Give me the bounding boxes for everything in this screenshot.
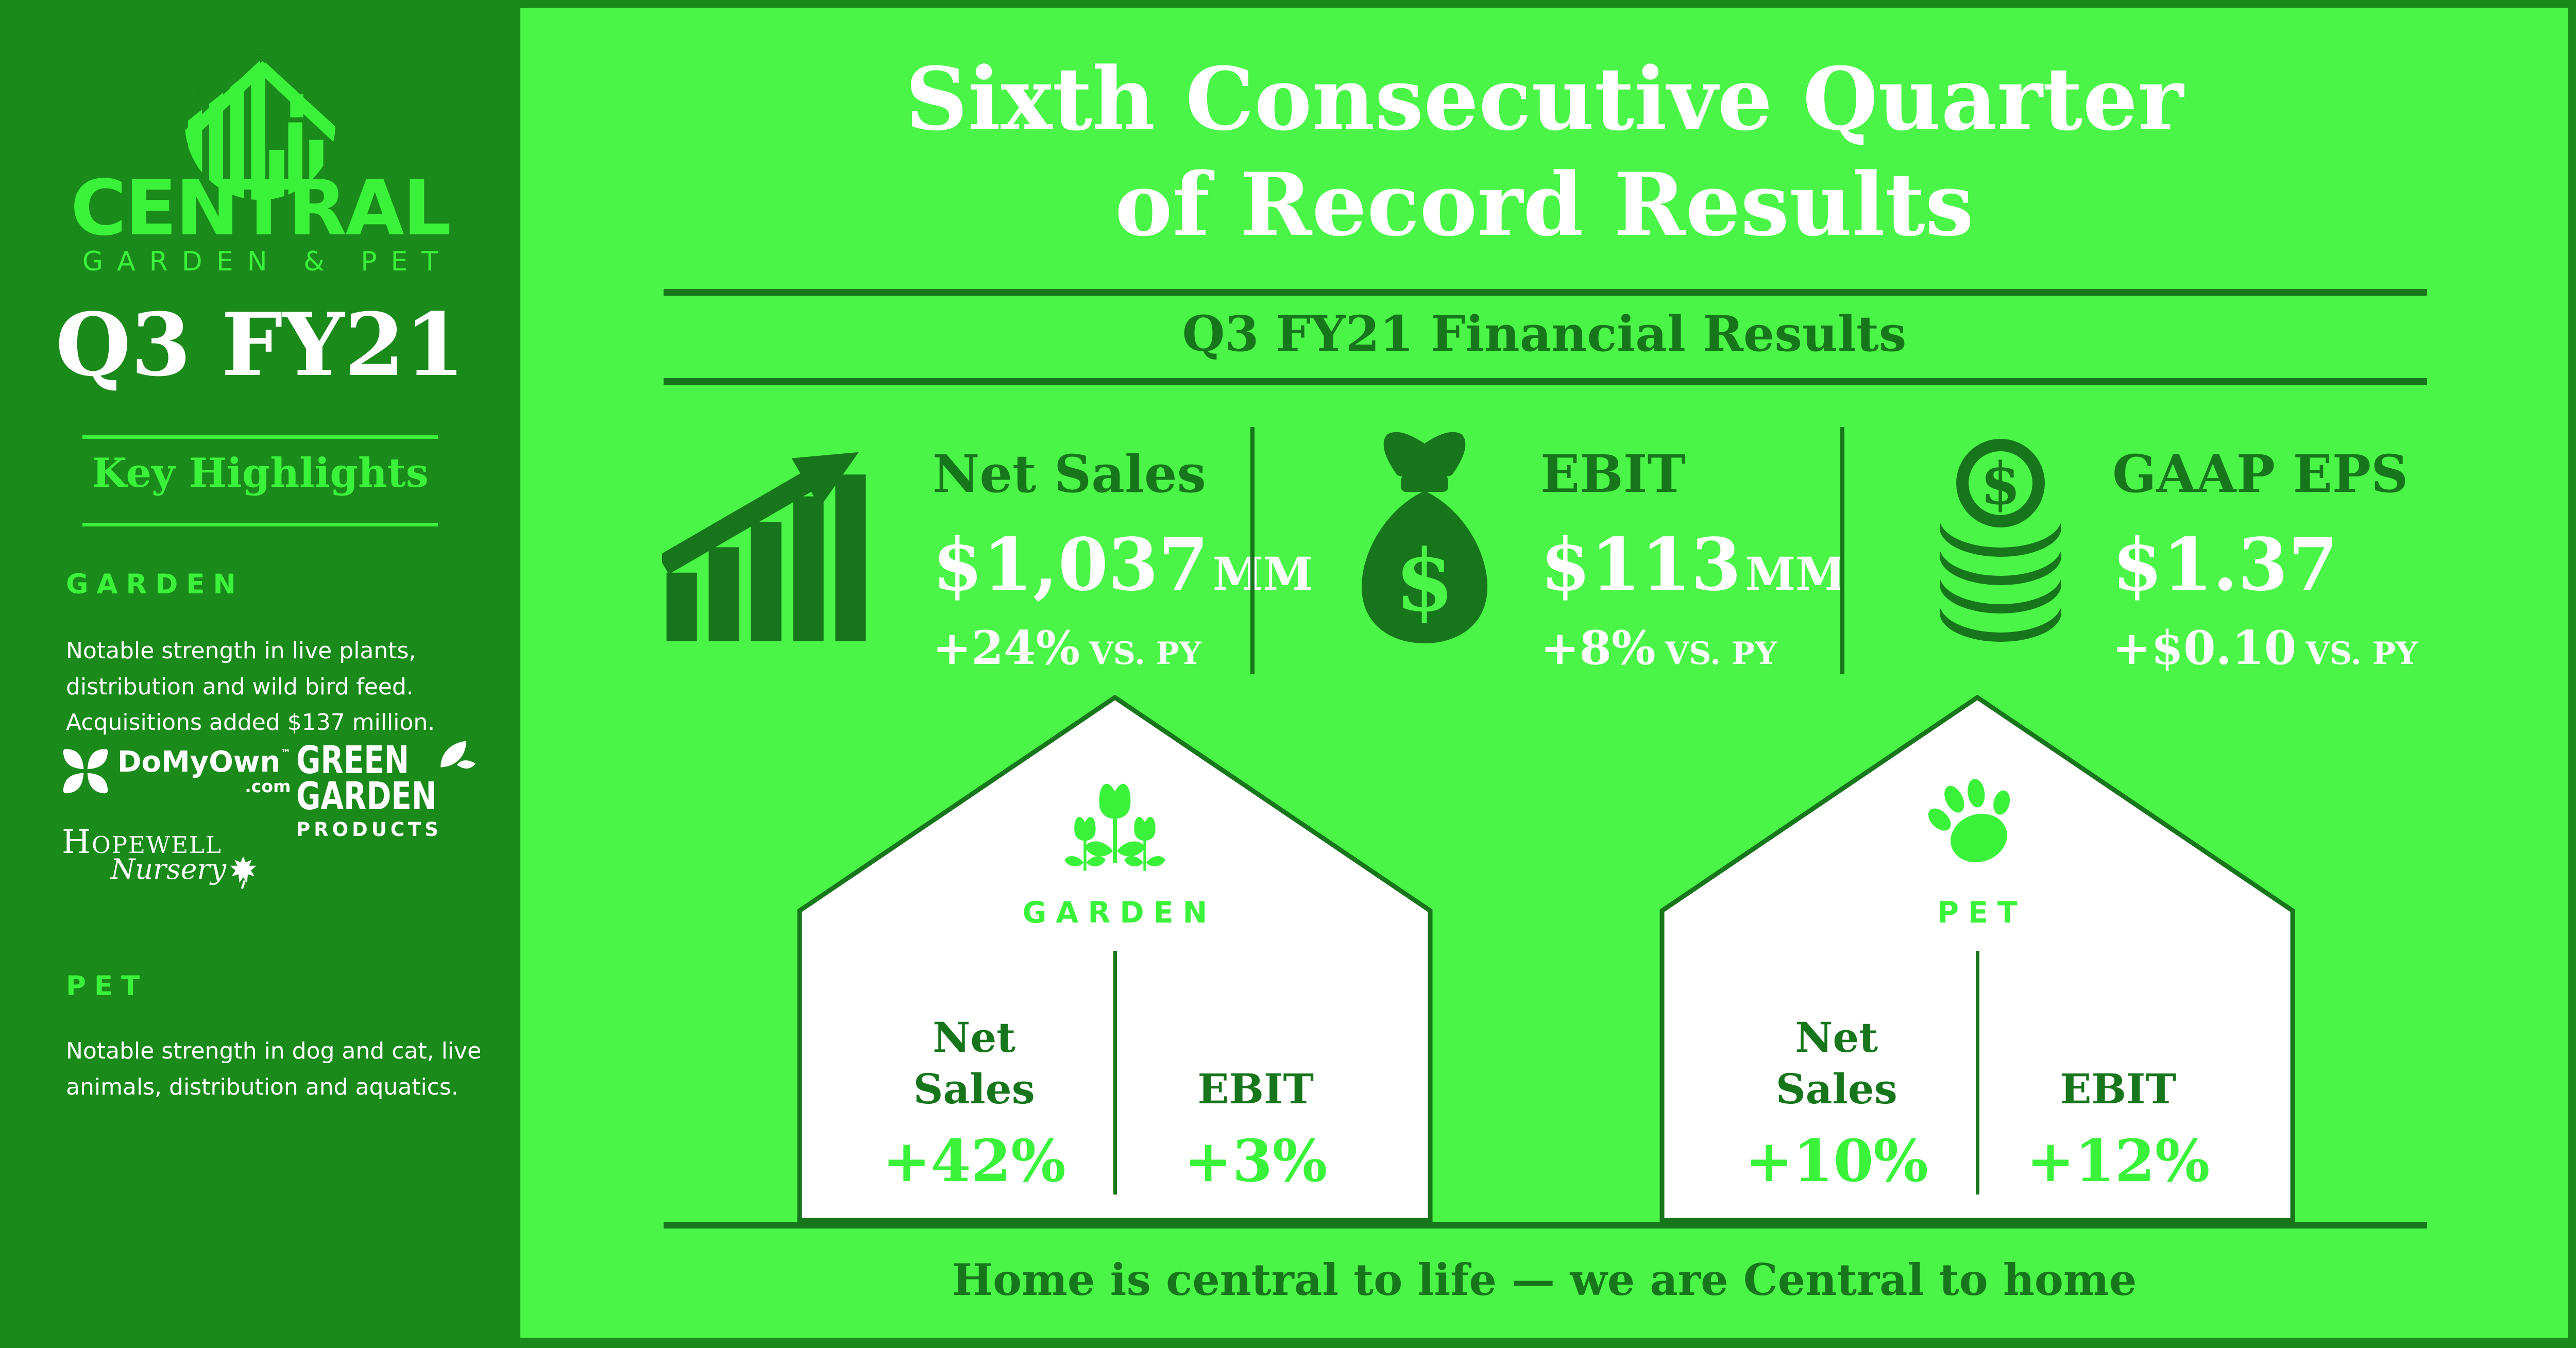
- sidebar-pet-body: Notable strength in dog and cat, live an…: [66, 1038, 482, 1100]
- stat-label: EBIT: [1540, 443, 1686, 504]
- divider-line: [82, 523, 438, 526]
- domyown-wordmark: DoMyOwn™ .com: [117, 745, 291, 796]
- garden-segment-house: GARDEN Net Sales +42% EBIT +3%: [797, 695, 1433, 1223]
- green-garden-line1: GREEN: [296, 738, 409, 782]
- brand-name: CENTRAL: [70, 164, 451, 252]
- sidebar: CENTRAL GARDEN & PET Q3 FY21 Key Highlig…: [0, 0, 520, 1348]
- garden-ebit-metric: EBIT +3%: [1117, 951, 1395, 1195]
- section-title: Key Highlights: [92, 450, 429, 497]
- sidebar-garden-heading: GARDEN: [66, 569, 244, 600]
- stat-delta: +8% VS. PY: [1540, 621, 1777, 675]
- metric-label: Net Sales: [913, 1013, 1035, 1113]
- sidebar-pet-heading: PET: [66, 970, 148, 1002]
- brand-subname: GARDEN & PET: [82, 246, 452, 277]
- divider-line: [664, 1222, 2427, 1228]
- leaves-icon: [440, 741, 476, 769]
- pet-net-sales-metric: Net Sales +10%: [1698, 951, 1975, 1195]
- pet-segment-house: PET Net Sales +10% EBIT +12%: [1659, 695, 2295, 1223]
- hopewell-nursery-logo: Hopewell Nursery: [62, 826, 283, 890]
- metric-value: +12%: [2026, 1128, 2210, 1195]
- tulips-icon: [1064, 783, 1165, 871]
- stat-value: $1,037MM: [933, 523, 1313, 607]
- page-title: Sixth Consecutive Quarter of Record Resu…: [520, 46, 2568, 258]
- ebit-stat: EBIT $113MM +8% VS. PY: [1540, 443, 1845, 676]
- stat-value: $113MM: [1540, 523, 1846, 607]
- vertical-divider: [1840, 427, 1844, 674]
- metric-value: +42%: [882, 1128, 1066, 1195]
- pet-metrics: Net Sales +10% EBIT +12%: [1698, 951, 2257, 1223]
- divider-line: [664, 378, 2427, 385]
- paw-icon: [1928, 779, 2010, 863]
- domyown-name: DoMyOwn™: [117, 745, 291, 779]
- pet-house-label: PET: [1937, 896, 2027, 930]
- vertical-divider: [1975, 951, 1979, 1195]
- money-bag-icon: $: [1361, 432, 1488, 643]
- trademark-symbol: ™: [280, 746, 291, 759]
- stat-unit: MM: [1745, 547, 1846, 601]
- domyown-clover-icon: [63, 748, 108, 794]
- pet-ebit-metric: EBIT +12%: [1979, 951, 2257, 1195]
- sidebar-garden-body: Notable strength in live plants, distrib…: [66, 638, 435, 736]
- tagline: Home is central to life — we are Central…: [952, 1254, 2137, 1305]
- vertical-divider: [1250, 427, 1255, 674]
- metric-label: Net Sales: [1775, 1013, 1897, 1113]
- main-panel: Sixth Consecutive Quarter of Record Resu…: [520, 8, 2568, 1338]
- stat-delta: +24% VS. PY: [933, 621, 1201, 675]
- hopewell-nursery-word: Nursery: [111, 853, 226, 885]
- divider-line: [664, 289, 2427, 296]
- gaap-eps-stat: GAAP EPS $1.37 +$0.10 VS. PY: [2112, 443, 2418, 676]
- delta-suffix: VS. PY: [1089, 636, 1201, 672]
- vertical-divider: [1113, 951, 1117, 1195]
- subtitle: Q3 FY21 Financial Results: [1182, 305, 1907, 363]
- garden-net-sales-metric: Net Sales +42%: [835, 951, 1113, 1195]
- title-line-2: of Record Results: [1114, 153, 1974, 255]
- green-garden-line3: PRODUCTS: [296, 818, 442, 841]
- coin-stack-icon: $: [1940, 439, 2061, 642]
- svg-text:$: $: [1980, 450, 2021, 518]
- domyown-logo: DoMyOwn™ .com: [62, 747, 291, 795]
- metric-value: +3%: [1184, 1128, 1328, 1195]
- garden-house-label: GARDEN: [1022, 896, 1217, 930]
- delta-suffix: VS. PY: [1665, 636, 1777, 672]
- stat-label: Net Sales: [933, 443, 1206, 504]
- green-garden-line2: GARDEN: [296, 774, 437, 819]
- hopewell-name: Hopewell: [62, 823, 222, 861]
- garden-metrics: Net Sales +42% EBIT +3%: [835, 951, 1395, 1223]
- stat-delta: +$0.10 VS. PY: [2112, 621, 2418, 675]
- stat-unit: MM: [1212, 547, 1313, 601]
- metric-label: EBIT: [1197, 1065, 1314, 1113]
- delta-suffix: VS. PY: [2306, 636, 2418, 672]
- maple-leaf-icon: [230, 856, 257, 889]
- svg-text:$: $: [1395, 531, 1454, 630]
- net-sales-stat: Net Sales $1,037MM +24% VS. PY: [933, 443, 1313, 676]
- domyown-tld: .com: [245, 776, 291, 796]
- green-garden-products-logo: GREEN GARDEN PRODUCTS: [296, 738, 488, 841]
- report-period: Q3 FY21: [55, 294, 465, 396]
- stat-value: $1.37: [2112, 523, 2338, 607]
- metric-label: EBIT: [2060, 1065, 2176, 1113]
- bar-chart-arrow-icon: [662, 452, 866, 641]
- title-line-1: Sixth Consecutive Quarter: [905, 48, 2183, 150]
- acquired-brand-logos: DoMyOwn™ .com Hopewell Nursery GREEN: [62, 741, 476, 899]
- divider-line: [82, 435, 438, 439]
- central-house-logo-icon: [185, 49, 335, 200]
- stat-label: GAAP EPS: [2112, 443, 2409, 504]
- metric-value: +10%: [1744, 1128, 1928, 1195]
